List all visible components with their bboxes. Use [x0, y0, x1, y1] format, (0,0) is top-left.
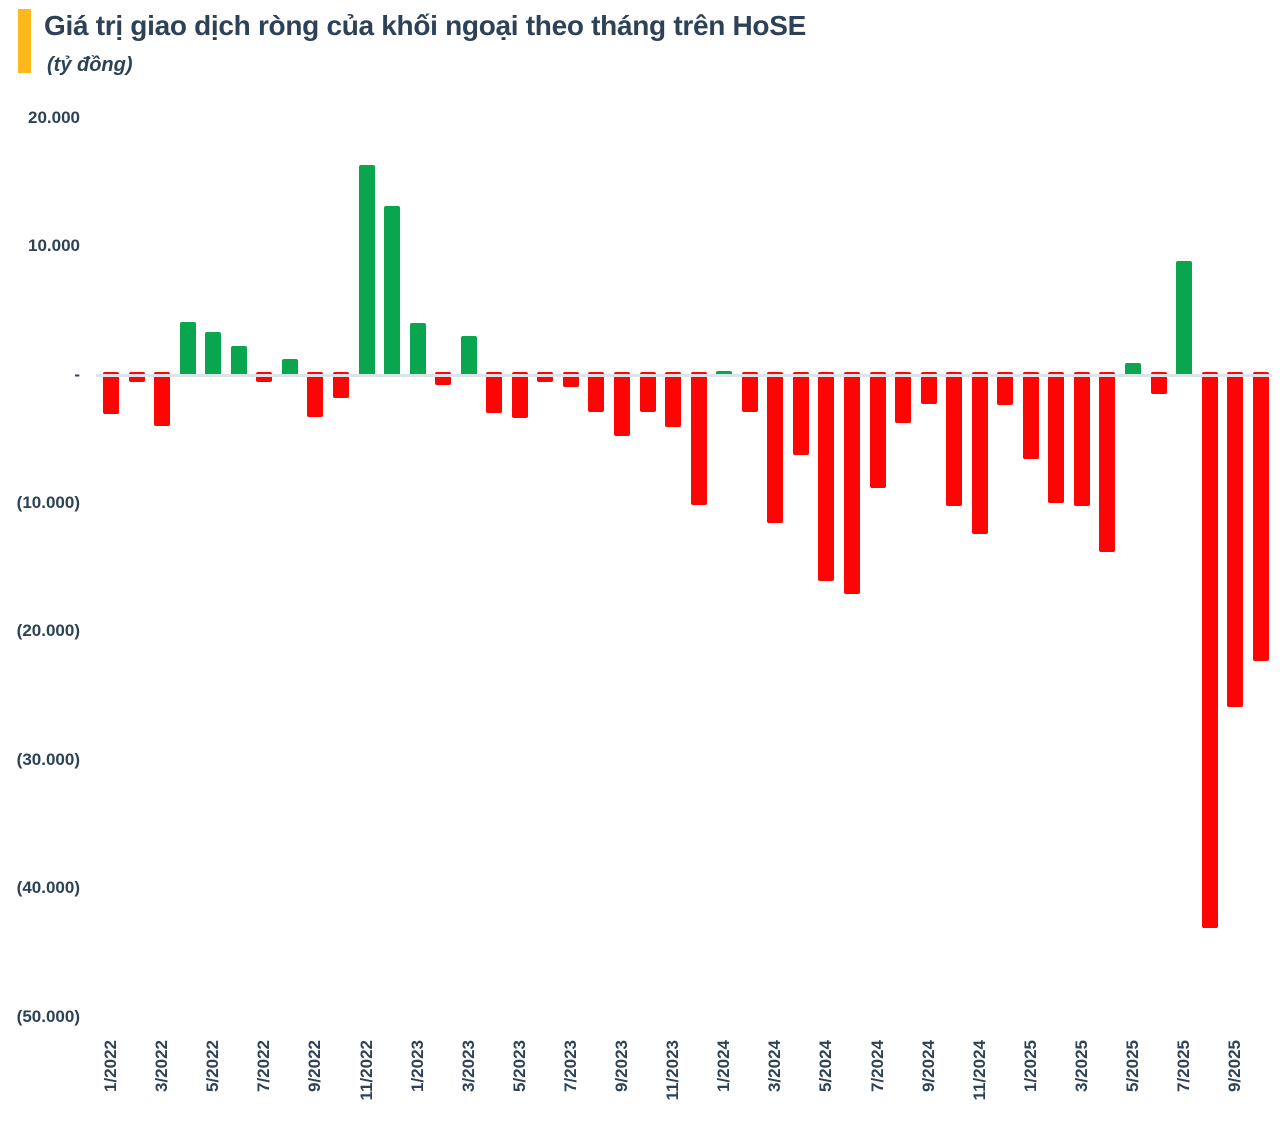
x-tick-label: 9/2022: [305, 1040, 325, 1092]
x-tick-label: 7/2025: [1174, 1040, 1194, 1092]
bar-12-2022: [384, 206, 401, 378]
y-tick-label: (30.000): [16, 749, 80, 769]
bar-11-2023: [665, 371, 682, 427]
bar-4-2025: [1099, 371, 1116, 553]
bar-4-2024: [792, 371, 809, 456]
bar-5-2023: [511, 371, 528, 418]
y-tick-label: (10.000): [16, 492, 80, 512]
bar-3-2025: [1073, 371, 1090, 507]
y-tick-label: (40.000): [16, 878, 80, 898]
x-tick-label: 9/2025: [1225, 1040, 1245, 1092]
bar-6-2022: [230, 346, 247, 378]
x-tick-label: 9/2024: [918, 1040, 938, 1092]
x-tick-label: 9/2023: [612, 1040, 631, 1092]
bar-1-2022: [103, 371, 119, 415]
bar-10-2024: [946, 371, 963, 507]
bar-10-2025: [1252, 371, 1269, 661]
bar-1-2023: [409, 323, 426, 378]
chart-title: Giá trị giao dịch ròng của khối ngoại th…: [44, 10, 806, 41]
bar-6-2025: [1150, 371, 1167, 394]
bar-8-2022: [281, 359, 298, 378]
x-tick-label: 3/2024: [765, 1040, 785, 1092]
bar-9-2025: [1227, 371, 1244, 708]
bar-10-2023: [639, 371, 656, 413]
bar-7-2024: [869, 371, 886, 488]
bar-3-2022: [154, 371, 171, 426]
zero-axis-line: [96, 373, 1272, 377]
bar-11-2022: [358, 164, 375, 378]
bar-6-2024: [843, 371, 860, 595]
chart-subtitle: (tỷ đồng): [47, 54, 133, 76]
bar-9-2024: [920, 371, 937, 405]
x-tick-label: 11/2024: [969, 1040, 989, 1101]
x-tick-label: 1/2023: [407, 1040, 427, 1092]
bar-10-2022: [332, 371, 349, 398]
x-tick-label: 7/2023: [560, 1040, 580, 1092]
bar-8-2024: [895, 371, 912, 424]
x-tick-label: 1/2024: [714, 1040, 734, 1092]
bar-3-2023: [460, 335, 477, 378]
bar-11-2024: [971, 371, 988, 534]
bar-12-2023: [690, 371, 707, 506]
bar-7-2025: [1176, 260, 1193, 378]
x-tick-label: 7/2024: [867, 1040, 887, 1092]
x-tick-label: 1/2022: [101, 1040, 120, 1092]
x-tick-label: 5/2022: [203, 1040, 223, 1092]
bar-1-2025: [1022, 371, 1039, 460]
x-tick-label: 7/2022: [254, 1040, 274, 1092]
x-tick-label: 1/2025: [1020, 1040, 1040, 1092]
x-tick-label: 3/2025: [1071, 1040, 1091, 1092]
bar-4-2022: [179, 321, 196, 378]
y-tick-label: 20.000: [28, 107, 80, 127]
bar-12-2024: [997, 371, 1014, 406]
x-tick-label: 3/2022: [152, 1040, 172, 1092]
bar-3-2024: [767, 371, 784, 524]
title-accent-bar: [18, 9, 31, 73]
bar-2-2024: [741, 371, 758, 413]
x-tick-label: 5/2023: [509, 1040, 529, 1092]
bar-8-2025: [1201, 371, 1218, 929]
x-tick-label: 5/2024: [816, 1040, 836, 1092]
bar-4-2023: [486, 371, 503, 414]
bar-9-2023: [614, 371, 630, 436]
x-tick-label: 5/2025: [1123, 1040, 1142, 1092]
y-tick-label: -: [74, 364, 80, 384]
bar-5-2024: [818, 371, 835, 582]
y-tick-label: (20.000): [16, 621, 80, 641]
bar-9-2022: [307, 371, 324, 417]
bar-5-2022: [205, 332, 222, 378]
bar-8-2023: [588, 371, 605, 412]
y-tick-label: (50.000): [16, 1006, 80, 1026]
x-tick-label: 11/2023: [663, 1040, 683, 1101]
x-tick-label: 3/2023: [458, 1040, 478, 1092]
x-tick-label: 11/2022: [356, 1040, 376, 1101]
bar-2-2025: [1048, 371, 1065, 503]
y-tick-label: 10.000: [28, 236, 80, 256]
